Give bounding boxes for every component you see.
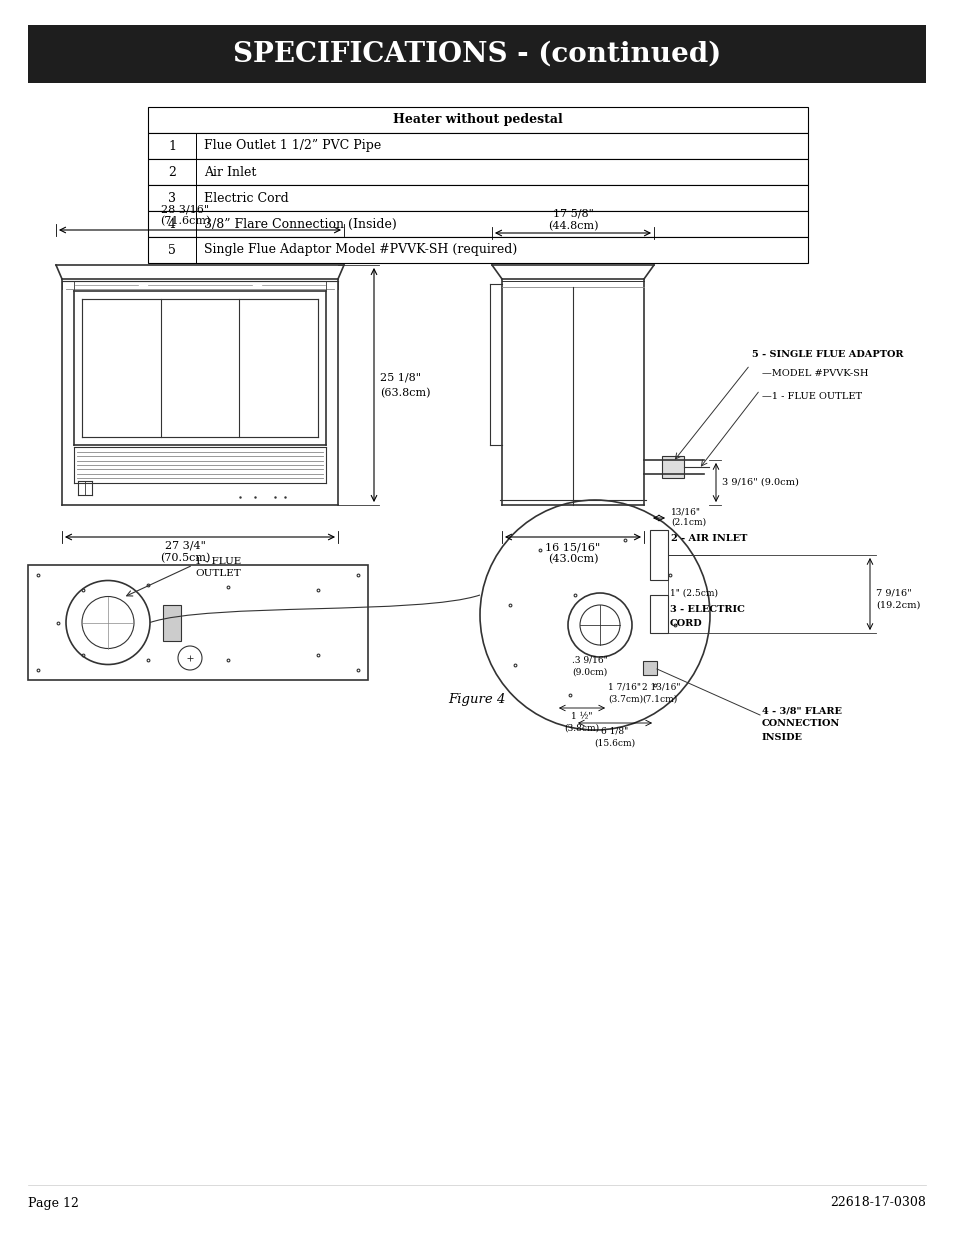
Text: 4 - 3/8" FLARE: 4 - 3/8" FLARE [761,706,841,715]
Text: Page 12: Page 12 [28,1197,79,1209]
Text: (70.5cm): (70.5cm) [160,553,210,563]
Bar [649,595,667,634]
Text: (44.8cm): (44.8cm) [547,221,598,231]
Text: —MODEL #PVVK-SH: —MODEL #PVVK-SH [761,369,867,378]
Text: Single Flue Adaptor Model #PVVK-SH (required): Single Flue Adaptor Model #PVVK-SH (requ… [204,243,517,257]
Bar [28,564,368,680]
Bar [642,661,657,676]
Text: (71.6cm): (71.6cm) [160,216,210,226]
Text: 5: 5 [168,243,175,257]
Text: INSIDE: INSIDE [761,732,802,741]
Text: —1 - FLUE OUTLET: —1 - FLUE OUTLET [761,391,862,401]
Text: 1" (2.5cm): 1" (2.5cm) [669,589,718,598]
Text: SPECIFICATIONS - (continued): SPECIFICATIONS - (continued) [233,41,720,68]
Text: (7.1cm): (7.1cm) [641,694,677,704]
Text: Heater without pedestal: Heater without pedestal [393,114,562,126]
Text: 6 1/8": 6 1/8" [600,727,628,736]
Text: 25 1/8": 25 1/8" [379,372,420,382]
Text: 3: 3 [168,191,175,205]
Text: (15.6cm): (15.6cm) [594,739,635,748]
Text: 2 13/16": 2 13/16" [641,683,679,692]
Text: 1 ½": 1 ½" [571,713,592,721]
Bar [148,185,807,211]
Bar [148,211,807,237]
Text: (43.0cm): (43.0cm) [547,555,598,564]
Text: 5 - SINGLE FLUE ADAPTOR: 5 - SINGLE FLUE ADAPTOR [751,350,902,359]
Text: 4: 4 [168,217,175,231]
Text: OUTLET: OUTLET [194,569,240,578]
Text: .3 9/16": .3 9/16" [572,656,607,664]
Bar [148,159,807,185]
Bar [148,107,807,133]
Text: Flue Outlet 1 1/2” PVC Pipe: Flue Outlet 1 1/2” PVC Pipe [204,140,381,152]
Text: Air Inlet: Air Inlet [204,165,256,179]
Text: 28 3/16": 28 3/16" [161,204,209,214]
Text: Electric Cord: Electric Cord [204,191,289,205]
Text: 3/8” Flare Connection (Inside): 3/8” Flare Connection (Inside) [204,217,396,231]
Text: CONNECTION: CONNECTION [761,720,840,729]
Bar [148,133,807,159]
Text: 1: 1 [168,140,175,152]
Text: 3 - ELECTRIC: 3 - ELECTRIC [669,605,744,615]
Text: 17 5/8": 17 5/8" [552,209,593,219]
Text: (3.7cm): (3.7cm) [607,694,642,704]
Text: 27 3/4": 27 3/4" [164,541,205,551]
Text: 1 7/16": 1 7/16" [607,683,640,692]
Text: 1 - FLUE: 1 - FLUE [194,557,241,566]
Text: 2 - AIR INLET: 2 - AIR INLET [670,534,746,543]
Text: 22618-17-0308: 22618-17-0308 [829,1197,925,1209]
Text: (9.0cm): (9.0cm) [572,667,607,677]
Text: 3 9/16" (9.0cm): 3 9/16" (9.0cm) [721,478,798,487]
Text: (2.1cm): (2.1cm) [670,517,705,526]
Text: Figure 4: Figure 4 [448,694,505,706]
Text: 13/16": 13/16" [670,508,700,516]
Bar [661,456,683,478]
Text: 7 9/16": 7 9/16" [875,589,911,598]
Text: (3.8cm): (3.8cm) [564,724,598,734]
Text: 2: 2 [168,165,175,179]
Bar [148,237,807,263]
Text: (19.2cm): (19.2cm) [875,600,920,610]
Text: CORD: CORD [669,619,702,627]
Bar [649,530,667,580]
Bar [163,604,181,641]
Text: (63.8cm): (63.8cm) [379,388,430,398]
Bar [28,25,925,83]
Text: 16 15/16": 16 15/16" [545,542,600,552]
